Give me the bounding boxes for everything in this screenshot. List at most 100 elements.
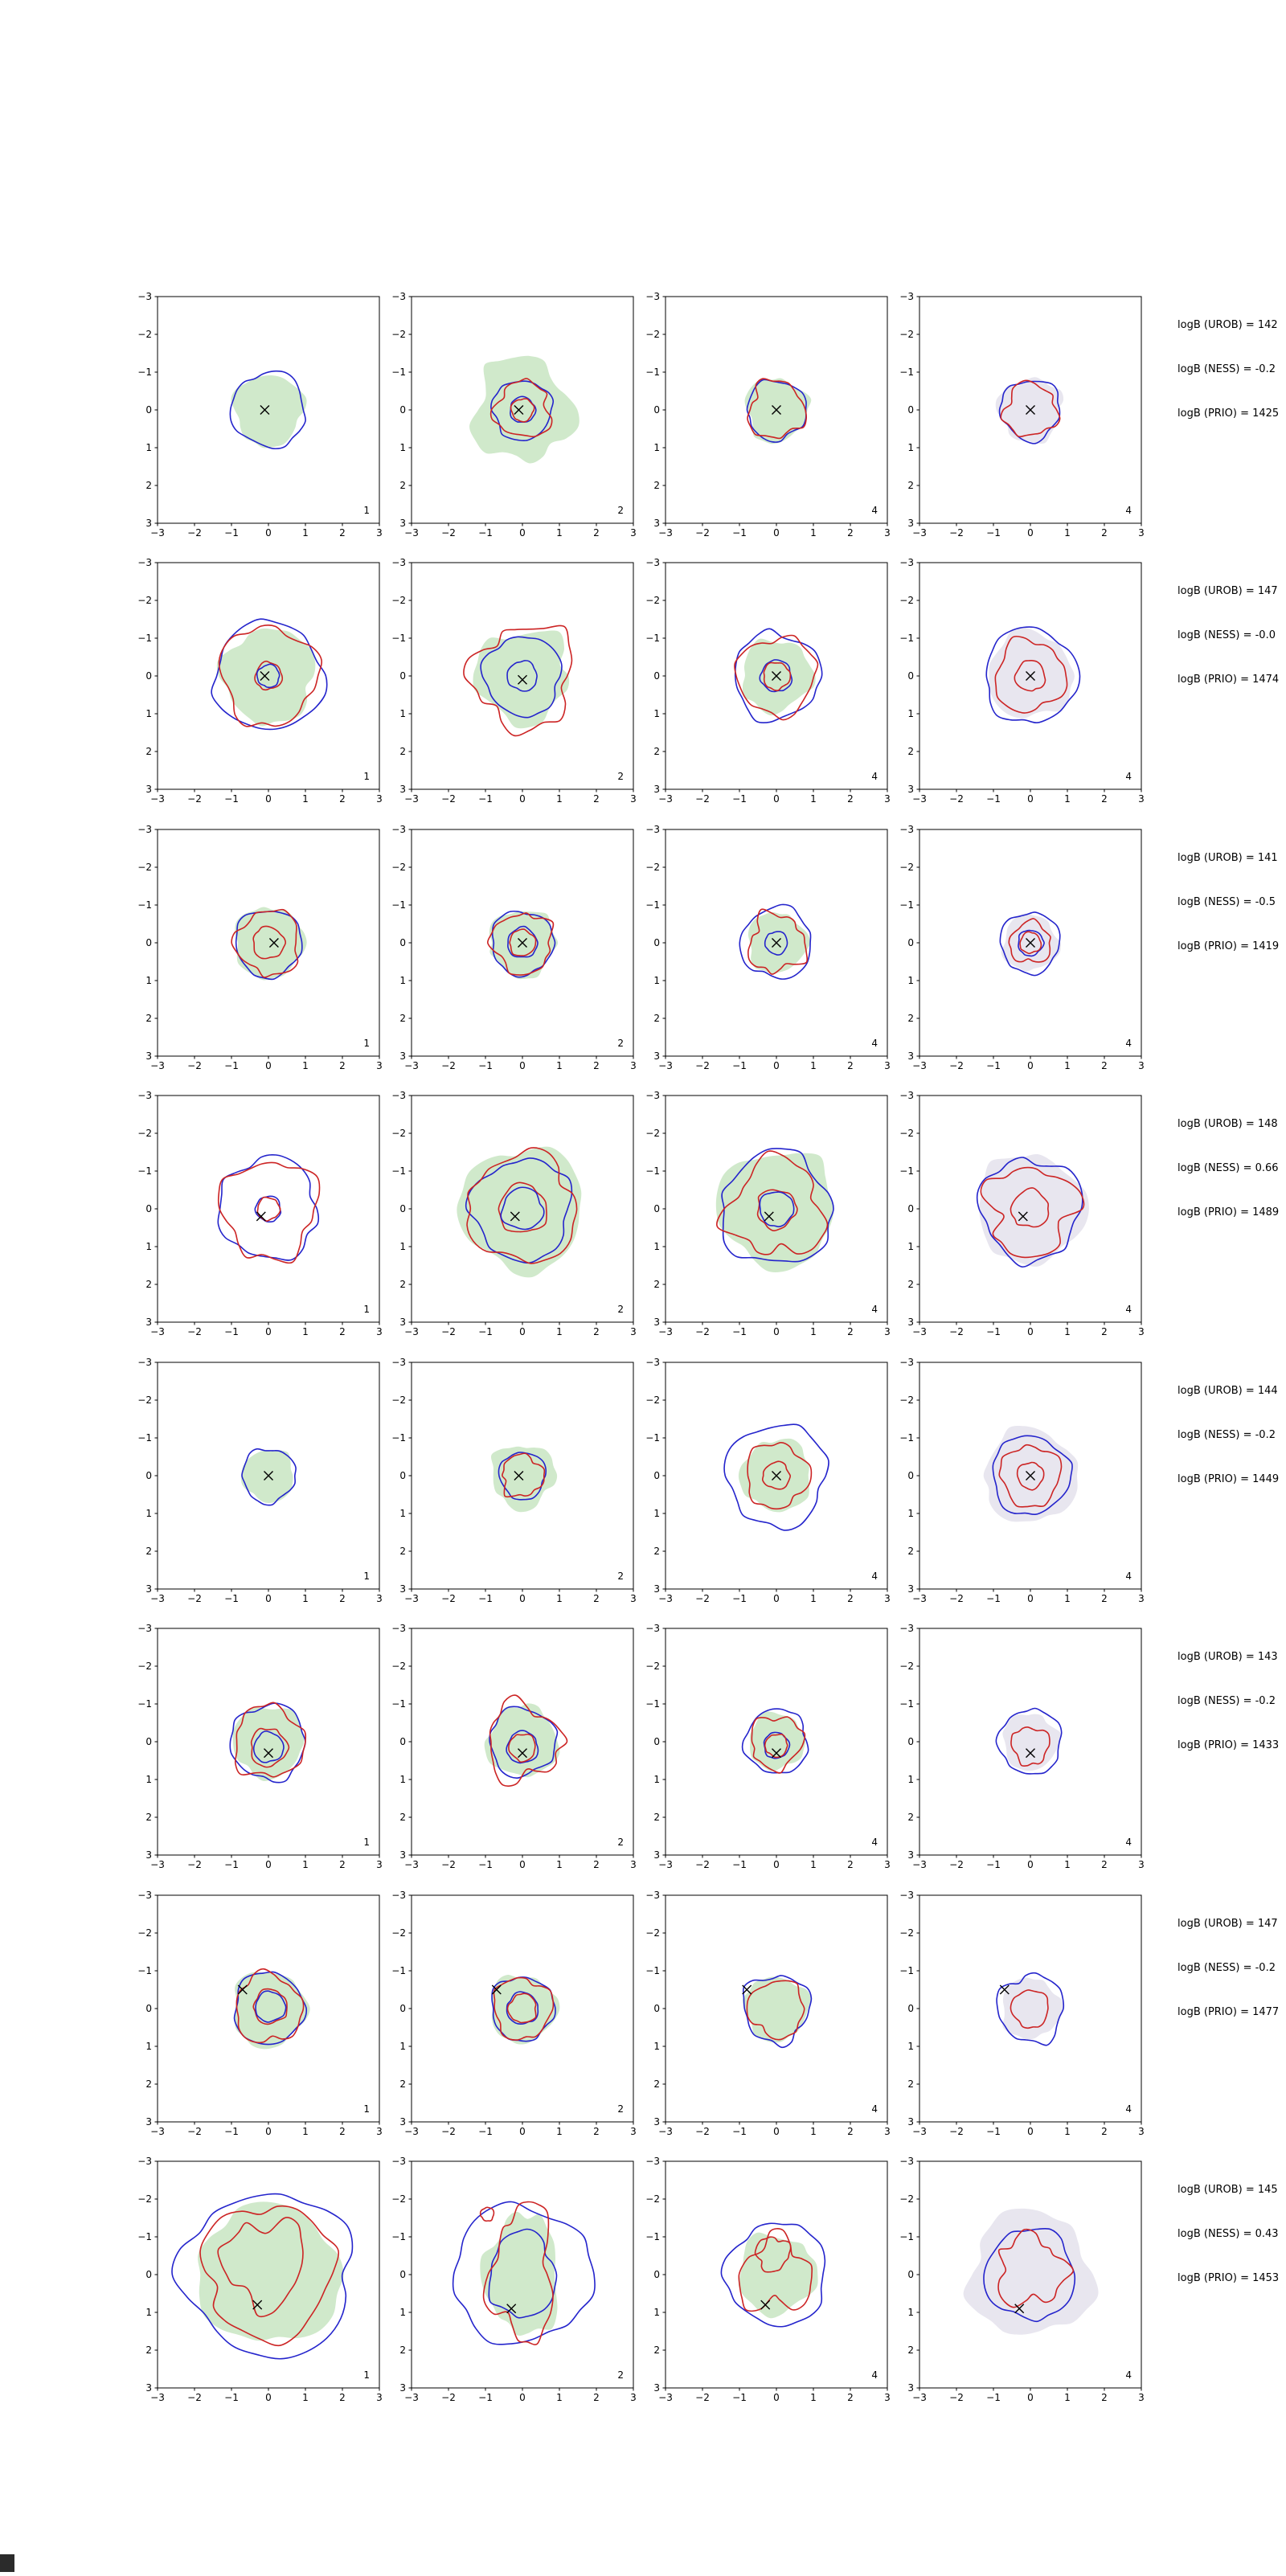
contour-blue	[999, 911, 1061, 977]
y-tick-label: 1	[907, 2041, 914, 2052]
y-tick-label: −1	[899, 1165, 914, 1177]
x-tick-label: 3	[884, 527, 891, 539]
subplot-corner-label: 2	[617, 1837, 624, 1848]
x-tick-label: 1	[302, 527, 309, 539]
y-tick-label: 3	[145, 2116, 152, 2128]
y-tick-label: 2	[907, 746, 914, 757]
truth-x-marker	[760, 2300, 771, 2310]
x-tick-label: −2	[695, 2126, 710, 2137]
y-tick-label: −3	[137, 1890, 152, 1901]
y-tick-label: 3	[653, 1050, 660, 1062]
x-tick-label: −3	[404, 527, 419, 539]
x-marker-stroke	[1026, 405, 1035, 415]
y-tick-label: −1	[137, 1698, 152, 1710]
row-annotation-urob: logB (UROB) = 141	[1177, 852, 1278, 864]
y-tick-label: −2	[899, 1394, 914, 1406]
x-tick-label: −2	[441, 1859, 456, 1870]
y-tick-label: 2	[399, 1279, 406, 1290]
x-tick-label: −2	[187, 2126, 202, 2137]
x-tick-label: 0	[265, 793, 272, 805]
y-tick-label: −2	[645, 1128, 660, 1139]
density-fill-gray	[989, 627, 1075, 719]
y-tick-label: 3	[145, 1317, 152, 1328]
truth-x-marker	[772, 1748, 781, 1759]
x-tick-label: 2	[339, 527, 346, 539]
x-tick-label: −2	[949, 2126, 964, 2137]
x-tick-label: 3	[884, 1593, 891, 1604]
subplot-corner-label: 4	[871, 1304, 878, 1315]
y-tick-label: 2	[907, 1279, 914, 1290]
y-tick-label: −3	[645, 1890, 660, 1901]
y-tick-label: −3	[645, 2156, 660, 2167]
y-tick-label: 3	[145, 1583, 152, 1595]
row-annotation-ness: logB (NESS) = -0.2	[1177, 1429, 1276, 1441]
truth-x-marker	[518, 1748, 527, 1759]
x-tick-label: 2	[1101, 1060, 1108, 1071]
contour-blue	[229, 1702, 306, 1784]
subplot-corner-label: 4	[871, 505, 878, 516]
x-tick-label: 3	[1138, 793, 1145, 805]
x-marker-stroke	[256, 1211, 266, 1222]
x-tick-label: −3	[912, 1060, 927, 1071]
x-tick-label: −1	[224, 527, 239, 539]
x-tick-label: 2	[847, 527, 854, 539]
axes-frame	[157, 1095, 380, 1323]
x-tick-label: 3	[376, 1326, 383, 1337]
x-tick-label: 2	[1101, 793, 1108, 805]
contour-blue	[252, 1730, 285, 1763]
x-tick-label: −2	[695, 1859, 710, 1870]
x-tick-label: 3	[884, 1060, 891, 1071]
subplot-corner-label: 4	[1125, 771, 1132, 782]
y-tick-label: 1	[907, 1508, 914, 1519]
contour-red	[254, 660, 284, 691]
truth-x-marker	[518, 938, 527, 948]
row-annotation-ness: logB (NESS) = 0.66	[1177, 1162, 1279, 1174]
y-tick-label: 3	[399, 2382, 406, 2394]
y-tick-label: 1	[653, 708, 660, 719]
density-fill-gray	[963, 2208, 1099, 2335]
contour-blue	[1018, 929, 1045, 957]
y-tick-label: 0	[399, 404, 406, 416]
y-tick-label: −2	[391, 1394, 406, 1406]
y-tick-label: −1	[645, 1698, 660, 1710]
row-annotation-prio: logB (PRIO) = 1489	[1177, 1206, 1279, 1218]
x-tick-label: −3	[658, 527, 673, 539]
x-tick-label: −2	[441, 1593, 456, 1604]
y-tick-label: 1	[399, 975, 406, 986]
row-annotation-prio: logB (PRIO) = 1433	[1177, 1739, 1279, 1751]
x-tick-label: 0	[1027, 1859, 1034, 1870]
y-tick-label: 1	[907, 975, 914, 986]
x-marker-stroke	[268, 938, 279, 948]
contour-red	[218, 625, 323, 727]
y-tick-label: 3	[653, 2382, 660, 2394]
x-marker-stroke	[518, 1748, 527, 1759]
x-tick-label: 2	[593, 2392, 600, 2403]
x-tick-label: 3	[1138, 2126, 1145, 2137]
y-tick-label: 2	[399, 2345, 406, 2356]
y-tick-label: 2	[653, 2078, 660, 2090]
x-tick-label: −1	[732, 1593, 747, 1604]
x-tick-label: 2	[593, 527, 600, 539]
x-marker-stroke	[491, 1984, 502, 1995]
y-tick-label: −2	[137, 1128, 152, 1139]
y-tick-label: −3	[137, 1357, 152, 1368]
density-fill-gray	[979, 1153, 1089, 1267]
subplot-corner-label: 2	[617, 505, 624, 516]
contour-blue	[723, 1423, 829, 1531]
y-tick-label: −2	[645, 1394, 660, 1406]
contour-red	[1010, 1187, 1050, 1228]
density-fill-green	[747, 911, 811, 974]
contour-red	[998, 1444, 1063, 1508]
y-tick-label: −2	[645, 1927, 660, 1939]
y-tick-label: 2	[653, 1013, 660, 1024]
contour-red	[1016, 1461, 1045, 1491]
x-tick-label: 2	[847, 1326, 854, 1337]
x-tick-label: −1	[732, 527, 747, 539]
x-tick-label: 0	[773, 1060, 780, 1071]
y-tick-label: 2	[653, 2345, 660, 2356]
y-tick-label: −2	[645, 1661, 660, 1672]
x-tick-label: 0	[773, 527, 780, 539]
